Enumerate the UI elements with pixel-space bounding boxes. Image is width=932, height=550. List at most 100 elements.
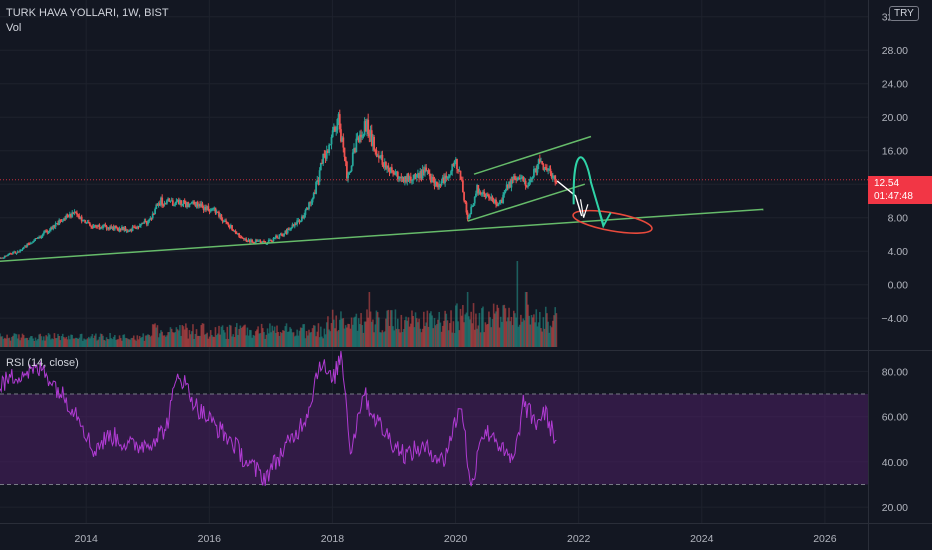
volume-bar (286, 331, 289, 347)
volume-bar (186, 327, 188, 347)
volume-bar (192, 324, 194, 347)
volume-bar (144, 335, 147, 347)
candle-body (476, 185, 478, 194)
candle-body (219, 214, 222, 217)
candle-body (351, 152, 354, 166)
volume-bar (452, 321, 455, 347)
candle-body (295, 223, 297, 225)
candle-body (447, 176, 450, 178)
candle-body (538, 159, 541, 162)
candle-body (362, 134, 365, 137)
volume-bar (524, 292, 527, 347)
candle-body (44, 230, 46, 233)
volume-bar (409, 323, 412, 347)
volume-bar (131, 337, 134, 347)
volume-bar (195, 329, 198, 347)
candle-body (166, 200, 168, 204)
volume-bar (91, 334, 94, 347)
volume-bar (385, 318, 387, 347)
candle-body (153, 213, 155, 215)
volume-bar (209, 330, 212, 347)
candle-body (228, 225, 231, 229)
candle-body (52, 225, 55, 230)
candle-body (279, 234, 282, 236)
volume-bar (318, 337, 321, 347)
candle-body (419, 171, 422, 179)
volume-bar (271, 325, 274, 347)
volume-bar (31, 336, 33, 347)
candle-body (300, 216, 303, 221)
candle-body (84, 220, 87, 224)
candle-body (121, 226, 123, 231)
volume-bar (251, 337, 253, 347)
volume-bar (406, 320, 409, 347)
volume-bar (407, 317, 410, 347)
candle-body (338, 114, 341, 130)
candle-body (325, 150, 328, 159)
volume-bar (463, 322, 465, 347)
candle-body (521, 176, 523, 179)
volume-bar (215, 335, 218, 347)
volume-bar (180, 335, 182, 347)
volume-bar (124, 337, 127, 347)
candle-body (292, 224, 295, 227)
volume-bar (342, 318, 345, 347)
volume-bar (143, 340, 146, 347)
volume-bar (73, 338, 76, 347)
candle-body (456, 158, 458, 170)
volume-bar (298, 330, 301, 347)
volume-bar (430, 311, 432, 347)
volume-bar (26, 337, 29, 347)
candle-body (289, 229, 291, 231)
candle-body (317, 179, 320, 182)
candle-body (208, 209, 211, 212)
volume-bar (344, 325, 347, 347)
candle-body (162, 204, 165, 206)
volume-bar (478, 312, 481, 347)
volume-bar (33, 340, 36, 347)
volume-bar (404, 320, 406, 347)
candle-body (329, 144, 332, 146)
volume-bar (201, 323, 204, 347)
volume-bar (537, 322, 540, 347)
rsi-axis-label: 80.00 (882, 366, 908, 378)
volume-bar (96, 340, 98, 347)
candle-body (76, 212, 78, 215)
volume-bar (213, 336, 216, 347)
volume-bar (541, 331, 544, 347)
candle-body (319, 162, 322, 171)
volume-bar (486, 323, 489, 347)
volume-bar (512, 310, 515, 347)
candle-body (35, 238, 38, 240)
candle-body (363, 121, 366, 135)
candle-body (267, 239, 270, 243)
candle-body (511, 179, 514, 181)
volume-bar (63, 337, 65, 347)
candle-body (312, 192, 315, 199)
volume-bar (536, 326, 539, 347)
volume-bar (200, 325, 203, 347)
candle-body (239, 236, 242, 238)
candle-body (502, 194, 505, 204)
candle-body (332, 126, 335, 131)
currency-badge[interactable]: TRY (889, 6, 919, 21)
candle-body (421, 169, 424, 179)
candle-body (374, 149, 377, 151)
volume-bar (134, 339, 136, 347)
rsi-band-fill (0, 394, 868, 485)
candle-body (283, 233, 286, 236)
volume-bar (462, 305, 464, 347)
volume-bars (0, 261, 558, 347)
candle-body (247, 239, 250, 242)
candle-body (207, 206, 210, 210)
volume-bar (275, 333, 277, 347)
candle-body (425, 167, 428, 172)
candle-body (440, 181, 443, 186)
candle-body (79, 216, 82, 220)
volume-bar (59, 340, 62, 347)
volume-bar (396, 318, 399, 347)
volume-bar (179, 325, 181, 347)
candle-body (525, 186, 528, 188)
volume-bar (547, 321, 549, 347)
